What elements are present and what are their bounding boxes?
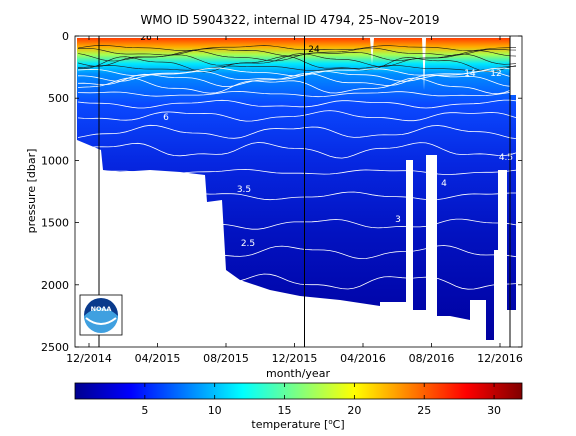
- y-axis: 0 500 1000 1500 2000 2500: [41, 30, 522, 354]
- colorbar-tick-label: 15: [278, 404, 292, 417]
- contour-label: 15: [510, 67, 521, 77]
- x-tick-label: 04/2015: [135, 352, 181, 365]
- temperature-field: [77, 38, 516, 340]
- y-tick-label: 0: [62, 30, 69, 43]
- colorbar-label: temperature [oC]: [251, 418, 344, 431]
- contour-line: [77, 124, 517, 139]
- y-tick-label: 500: [48, 92, 69, 105]
- contour-label: 3: [395, 215, 401, 225]
- x-tick-label: 12/2014: [66, 352, 112, 365]
- contour-line: [77, 191, 516, 201]
- contour-line: [77, 67, 517, 77]
- colorbar: 5 10 15 20 25 30 temperature [oC]: [74, 382, 523, 431]
- y-axis-label: pressure [dbar]: [25, 149, 38, 234]
- contour-line: [77, 218, 517, 230]
- contour-label: 14: [464, 69, 476, 79]
- contour-line: [77, 77, 517, 95]
- contour-lines: [77, 45, 517, 291]
- contour-label: 26: [140, 33, 152, 43]
- y-tick-label: 1000: [41, 154, 69, 167]
- contour-line: [77, 110, 517, 122]
- contour-label: 4.5: [499, 153, 513, 163]
- contour-line: [77, 45, 517, 52]
- colorbar-label-degree: o: [328, 418, 332, 426]
- noaa-logo: NOAA: [79, 294, 123, 336]
- contour-line: [77, 53, 517, 68]
- chart-title: WMO ID 5904322, internal ID 4794, 25–Nov…: [141, 13, 440, 27]
- plot-area: 2 2.5 3 3.5 4 4.5 6 12 14 15 24 26: [77, 33, 522, 340]
- colorbar-label-unit: C: [333, 418, 341, 431]
- contour-line: [77, 90, 517, 98]
- contour-line: [77, 273, 517, 291]
- colorbar-tick-label: 30: [487, 404, 501, 417]
- colorbar-tick-label: 25: [417, 404, 431, 417]
- contour-label: 12: [490, 69, 501, 79]
- contour-labels: 2 2.5 3 3.5 4 4.5 6 12 14 15 24 26: [140, 33, 521, 311]
- colorbar-ticks: 5 10 15 20 25 30: [141, 383, 501, 417]
- noaa-logo-text: NOAA: [91, 305, 112, 313]
- contour-label: 2: [479, 301, 485, 311]
- contour-line: [77, 245, 517, 260]
- contour-label: 6: [163, 113, 169, 123]
- contour-line: [77, 65, 517, 71]
- plot-frame: [74, 35, 523, 348]
- x-axis: 12/2014 04/2015 08/2015 12/2015 04/2016 08/20…: [66, 36, 523, 365]
- contour-label: 4: [441, 179, 447, 189]
- contour-label: 2.5: [241, 239, 255, 249]
- contour-line: [77, 47, 517, 57]
- y-tick-label: 1500: [41, 217, 69, 230]
- contour-label: 3.5: [237, 185, 251, 195]
- x-tick-label: 12/2016: [477, 352, 523, 365]
- x-tick-label: 04/2016: [340, 352, 386, 365]
- colorbar-gradient: [74, 382, 523, 400]
- colorbar-label-suffix: ]: [340, 418, 344, 431]
- x-tick-label: 08/2016: [409, 352, 455, 365]
- contour-line: [78, 168, 517, 176]
- contour-line: [77, 99, 517, 109]
- y-tick-label: 2000: [41, 279, 69, 292]
- x-axis-label: month/year: [266, 367, 330, 380]
- x-tick-label: 08/2015: [203, 352, 249, 365]
- y-tick-label: 2500: [41, 341, 69, 354]
- colorbar-tick-label: 5: [141, 404, 148, 417]
- x-tick-label: 12/2015: [272, 352, 318, 365]
- colorbar-label-prefix: temperature [: [251, 418, 328, 431]
- colorbar-tick-label: 20: [347, 404, 361, 417]
- contour-label: 24: [308, 45, 320, 55]
- colorbar-tick-label: 10: [208, 404, 222, 417]
- contour-line: [77, 142, 517, 159]
- contour-line: [77, 72, 517, 88]
- contour-line: [78, 56, 517, 73]
